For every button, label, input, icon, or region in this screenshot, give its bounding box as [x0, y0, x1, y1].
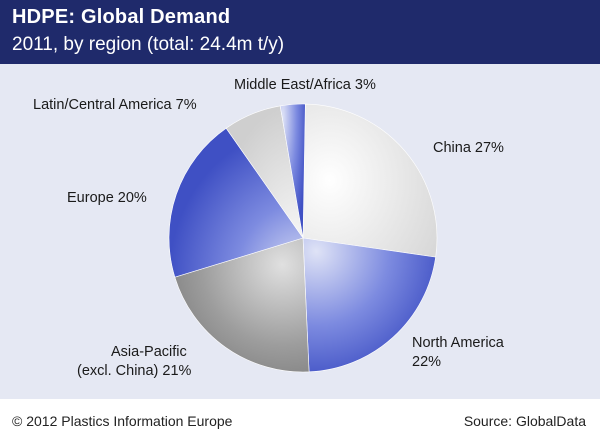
slice-asia-pacific [174, 237, 310, 373]
source-text: Source: GlobalData [463, 413, 586, 429]
label-asia-pacific-line1: Asia-Pacific [111, 344, 187, 360]
chart-subtitle: 2011, by region (total: 24.4m t/y) [12, 34, 285, 55]
slice-north-america [302, 237, 436, 373]
slice-middle-east-africa [279, 103, 306, 239]
chart-title: HDPE: Global Demand [12, 6, 231, 28]
label-north-america-line2: 22% [412, 354, 442, 370]
pie-chart [168, 103, 438, 373]
chart-header: HDPE: Global Demand 2011, by region (tot… [0, 0, 600, 64]
label-latin-america: Latin/Central America 7% [33, 97, 197, 113]
label-europe: Europe 20% [67, 190, 147, 206]
copyright-text: © 2012 Plastics Information Europe [12, 413, 233, 429]
slice-europe [168, 127, 304, 278]
label-middle-east-africa: Middle East/Africa 3% [234, 77, 376, 93]
label-north-america-line1: North America [412, 335, 504, 351]
label-china: China 27% [433, 140, 504, 156]
slice-china [302, 103, 438, 258]
label-asia-pacific-line2: (excl. China) 21% [77, 363, 192, 379]
